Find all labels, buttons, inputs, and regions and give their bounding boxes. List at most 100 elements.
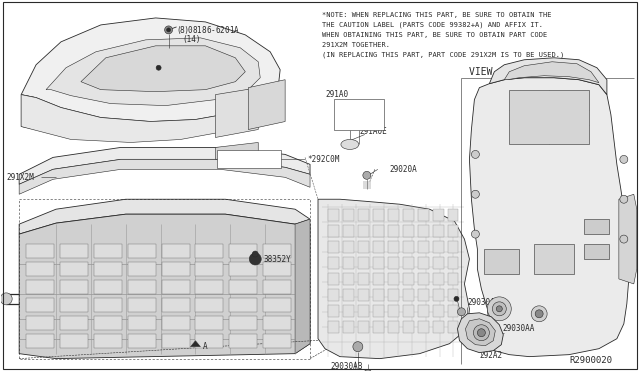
Bar bbox=[358, 289, 369, 301]
Bar bbox=[343, 209, 354, 221]
Bar bbox=[229, 244, 257, 258]
Bar bbox=[388, 241, 399, 253]
Polygon shape bbox=[458, 313, 503, 353]
Circle shape bbox=[531, 306, 547, 322]
Text: A: A bbox=[202, 342, 207, 351]
Bar bbox=[162, 280, 189, 294]
Bar bbox=[403, 305, 413, 317]
Text: VIEW  A: VIEW A bbox=[469, 67, 511, 77]
Polygon shape bbox=[619, 194, 637, 284]
Bar bbox=[418, 241, 429, 253]
Bar bbox=[447, 257, 458, 269]
Polygon shape bbox=[19, 214, 310, 359]
Bar bbox=[328, 321, 339, 333]
Bar bbox=[403, 289, 413, 301]
Bar bbox=[433, 225, 444, 237]
Bar bbox=[60, 334, 88, 348]
Bar bbox=[388, 289, 399, 301]
Bar bbox=[94, 262, 122, 276]
Bar bbox=[343, 305, 354, 317]
Bar bbox=[162, 334, 189, 348]
Polygon shape bbox=[21, 94, 36, 129]
Bar bbox=[388, 257, 399, 269]
Circle shape bbox=[472, 150, 479, 158]
Polygon shape bbox=[46, 38, 260, 106]
Bar bbox=[403, 225, 413, 237]
Bar bbox=[372, 225, 384, 237]
Text: (IN REPLACING THIS PART, PART CODE 291X2M IS TO BE USED.): (IN REPLACING THIS PART, PART CODE 291X2… bbox=[322, 52, 564, 58]
Bar bbox=[195, 316, 223, 330]
Bar bbox=[433, 289, 444, 301]
Bar bbox=[162, 316, 189, 330]
Polygon shape bbox=[21, 88, 278, 142]
Bar bbox=[94, 244, 122, 258]
Bar bbox=[60, 298, 88, 312]
Bar bbox=[26, 280, 54, 294]
Bar bbox=[128, 334, 156, 348]
Text: 29030AA: 29030AA bbox=[502, 324, 534, 333]
Bar bbox=[388, 273, 399, 285]
Bar bbox=[26, 262, 54, 276]
Circle shape bbox=[0, 293, 12, 305]
Bar bbox=[358, 209, 369, 221]
Bar bbox=[263, 262, 291, 276]
Circle shape bbox=[474, 325, 490, 341]
Polygon shape bbox=[504, 62, 599, 83]
Ellipse shape bbox=[341, 140, 359, 150]
Bar bbox=[343, 241, 354, 253]
Bar bbox=[372, 209, 384, 221]
Text: 291X2M: 291X2M bbox=[6, 173, 34, 182]
Bar bbox=[328, 241, 339, 253]
Bar bbox=[584, 219, 609, 234]
Bar bbox=[418, 257, 429, 269]
Bar bbox=[229, 280, 257, 294]
Bar bbox=[94, 280, 122, 294]
Bar bbox=[433, 305, 444, 317]
Bar bbox=[128, 298, 156, 312]
Bar bbox=[195, 280, 223, 294]
Polygon shape bbox=[469, 78, 629, 357]
Text: (14): (14) bbox=[182, 35, 201, 44]
Bar bbox=[328, 273, 339, 285]
Bar bbox=[418, 305, 429, 317]
Text: R2900020: R2900020 bbox=[569, 356, 612, 365]
Bar bbox=[328, 289, 339, 301]
Circle shape bbox=[364, 370, 372, 372]
Bar bbox=[403, 273, 413, 285]
Bar bbox=[328, 209, 339, 221]
Polygon shape bbox=[318, 199, 469, 359]
Bar bbox=[388, 305, 399, 317]
Text: *292C0M: *292C0M bbox=[307, 155, 339, 164]
Circle shape bbox=[492, 302, 506, 316]
Circle shape bbox=[454, 296, 459, 301]
Polygon shape bbox=[216, 88, 258, 138]
Bar bbox=[584, 244, 609, 259]
Text: $(8)$08186-6201A: $(8)$08186-6201A bbox=[177, 24, 240, 36]
Bar bbox=[94, 298, 122, 312]
Bar bbox=[418, 289, 429, 301]
Bar bbox=[418, 273, 429, 285]
Bar bbox=[534, 244, 574, 274]
Bar bbox=[358, 241, 369, 253]
Polygon shape bbox=[295, 219, 310, 354]
Bar bbox=[447, 225, 458, 237]
Bar bbox=[447, 305, 458, 317]
Polygon shape bbox=[19, 147, 310, 184]
Bar bbox=[358, 321, 369, 333]
Text: 291A0: 291A0 bbox=[325, 90, 348, 99]
Circle shape bbox=[164, 26, 173, 34]
Circle shape bbox=[363, 171, 371, 179]
Bar bbox=[26, 334, 54, 348]
Bar bbox=[26, 298, 54, 312]
Polygon shape bbox=[21, 18, 280, 122]
Bar bbox=[372, 257, 384, 269]
Circle shape bbox=[477, 329, 485, 337]
Bar bbox=[26, 244, 54, 258]
Circle shape bbox=[472, 190, 479, 198]
Bar bbox=[358, 273, 369, 285]
Bar bbox=[509, 90, 589, 144]
Bar bbox=[128, 280, 156, 294]
Circle shape bbox=[620, 235, 628, 243]
Bar bbox=[343, 321, 354, 333]
Bar bbox=[60, 316, 88, 330]
